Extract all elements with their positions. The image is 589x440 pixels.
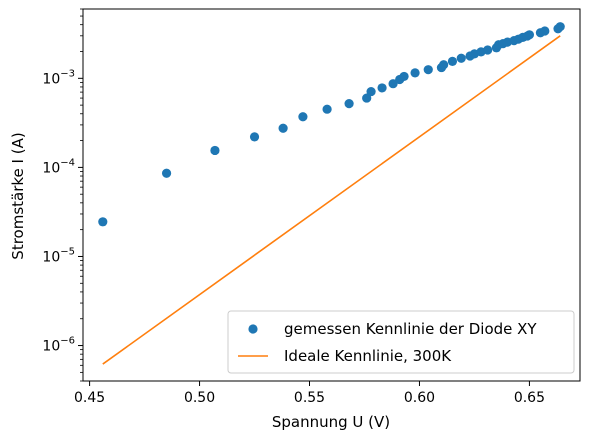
legend-label: Ideale Kennlinie, 300K <box>284 347 452 365</box>
data-point <box>540 26 550 36</box>
plot-area <box>98 22 565 365</box>
data-point <box>298 112 308 122</box>
plot-frame <box>82 8 581 382</box>
data-point <box>98 217 108 227</box>
legend-box <box>227 310 575 374</box>
x-tick-label: 0.65 <box>514 390 545 406</box>
data-point <box>377 83 387 93</box>
data-point <box>399 71 409 82</box>
x-tick-label: 0.60 <box>404 390 435 406</box>
data-point <box>249 132 260 142</box>
data-point <box>362 93 372 103</box>
data-point <box>439 60 449 70</box>
x-tick-label: 0.50 <box>184 390 215 406</box>
data-point <box>344 99 354 109</box>
y-axis-label: Stromstärke I (A) <box>9 132 27 259</box>
x-tick-label: 0.45 <box>74 390 105 406</box>
series-line-1 <box>102 35 561 365</box>
data-point <box>161 168 172 178</box>
data-point <box>278 123 288 133</box>
x-tick-label: 0.55 <box>294 390 325 406</box>
data-point <box>366 86 376 97</box>
data-point <box>524 30 535 40</box>
data-point <box>483 45 493 55</box>
data-point <box>388 79 398 89</box>
axes: 0.45 0.50 0.55 0.60 0.65 10−6 10−5 10−4 10−3 <box>42 8 581 406</box>
data-point <box>210 145 220 156</box>
y-tick-label: 10−4 <box>42 157 75 176</box>
data-point <box>322 104 332 114</box>
legend-label: gemessen Kennlinie der Diode XY <box>284 320 537 338</box>
data-point <box>456 53 466 63</box>
data-point <box>423 65 433 75</box>
legend: gemessen Kennlinie der Diode XY Ideale Ke… <box>227 310 575 374</box>
y-tick-label: 10−3 <box>42 68 75 87</box>
data-point <box>447 56 458 66</box>
y-tick-label: 10−6 <box>42 336 75 355</box>
legend-marker-dot <box>248 324 258 334</box>
y-tick-label: 10−5 <box>42 246 75 265</box>
x-axis-label: Spannung U (V) <box>272 413 390 431</box>
data-point <box>555 22 565 32</box>
data-point <box>410 68 420 78</box>
